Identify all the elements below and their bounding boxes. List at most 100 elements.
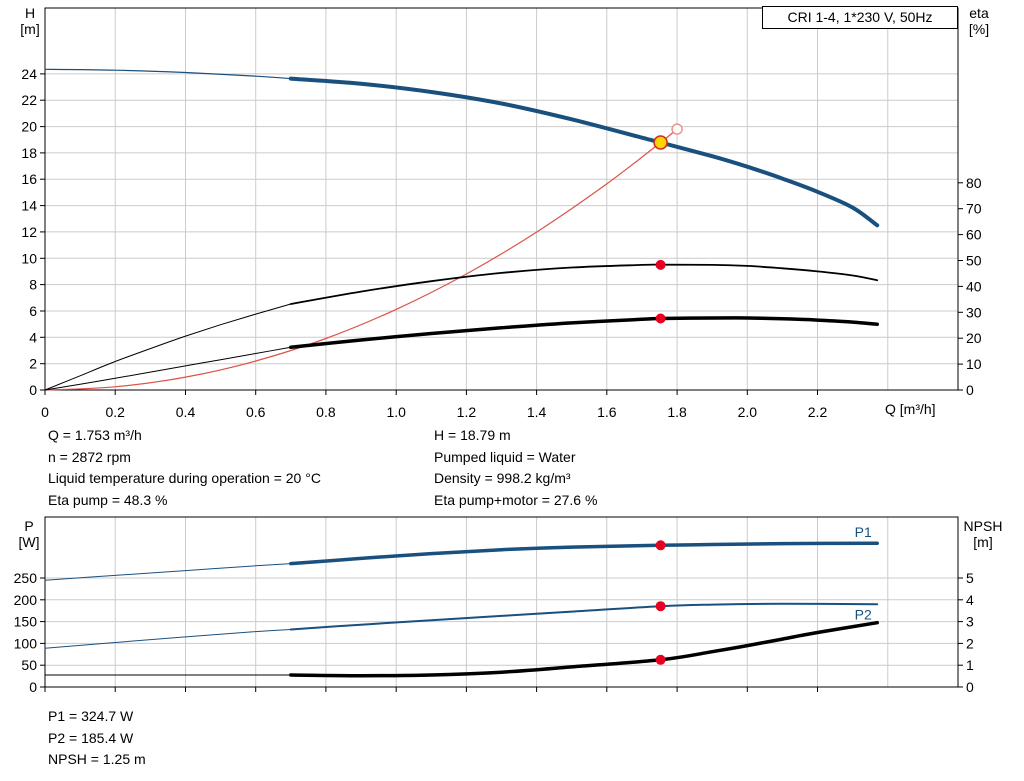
- p-axis-title: P [W]: [14, 518, 44, 550]
- right-tick-label: 80: [966, 175, 982, 191]
- x-tick-label: 0.2: [105, 404, 125, 420]
- plot-frame: [44, 7, 959, 391]
- left-tick-label: 22: [21, 92, 37, 108]
- eta-pump-motor-marker: [655, 313, 666, 324]
- left-tick-label: 24: [21, 66, 37, 82]
- info-line-temperature: Liquid temperature during operation = 20…: [48, 470, 321, 487]
- right-tick-label: 0: [966, 382, 974, 398]
- left-tick-label: 0: [29, 679, 37, 695]
- right-tick-label: 1: [966, 657, 974, 673]
- right-tick-label: 10: [966, 356, 982, 372]
- right-tick-label: 5: [966, 570, 974, 586]
- q-axis-title: Q [m³/h]: [885, 401, 936, 417]
- x-tick-label: 1.6: [597, 404, 617, 420]
- eta-pump-motor-curve-low: [44, 346, 292, 391]
- x-tick-label: 1.8: [667, 404, 687, 420]
- info-line-eta-pump: Eta pump = 48.3 %: [48, 492, 168, 509]
- p1-curve-low: [44, 563, 292, 581]
- left-tick-label: 150: [14, 614, 38, 630]
- p1-curve: [289, 541, 879, 566]
- info-line-h: H = 18.79 m: [434, 427, 511, 443]
- p1-marker: [655, 540, 666, 551]
- left-tick-label: 12: [21, 224, 37, 240]
- left-tick-label: 20: [21, 119, 37, 135]
- x-tick-label: 0.8: [316, 404, 336, 420]
- p2-curve: [289, 602, 879, 631]
- left-tick-label: 6: [29, 303, 37, 319]
- x-tick-label: 0.6: [246, 404, 266, 420]
- eta-axis-title-line1: eta: [969, 5, 989, 21]
- right-tick-label: 0: [966, 679, 974, 695]
- x-tick-label: 0.4: [176, 404, 196, 420]
- right-tick-label: 3: [966, 614, 974, 630]
- info-line-p1: P1 = 324.7 W: [48, 708, 134, 724]
- left-tick-label: 18: [21, 145, 37, 161]
- left-tick-label: 0: [29, 382, 37, 398]
- power-npsh-info: P1 = 324.7 W P2 = 185.4 W NPSH = 1.25 m: [48, 706, 146, 771]
- left-tick-label: 250: [14, 570, 38, 586]
- pump-model-box: CRI 1-4, 1*230 V, 50Hz: [762, 6, 958, 29]
- x-tick-label: 1.0: [386, 404, 406, 420]
- eta-axis-title: eta [%]: [962, 5, 996, 37]
- right-tick-label: 30: [966, 304, 982, 320]
- p-axis-title-line2: [W]: [18, 534, 40, 550]
- right-tick-label: 70: [966, 201, 982, 217]
- right-tick-label: 4: [966, 592, 974, 608]
- qh-eta-chart: 0 0.2 0.4 0.6 0.8 1.0 1.2 1.4 1.6 1.8 2.0 2.2024681…: [21, 7, 982, 420]
- left-tick-label: 4: [29, 329, 37, 345]
- left-tick-label: 16: [21, 171, 37, 187]
- p2-label: P2: [855, 606, 872, 622]
- right-tick-label: 50: [966, 253, 982, 269]
- info-line-eta-pump-motor: Eta pump+motor = 27.6 %: [434, 492, 598, 509]
- left-tick-label: 100: [14, 635, 38, 651]
- left-tick-label: 8: [29, 277, 37, 293]
- duty-point-marker: [653, 135, 668, 150]
- pump-model-text: CRI 1-4, 1*230 V, 50Hz: [787, 9, 933, 25]
- left-tick-label: 200: [14, 592, 38, 608]
- npsh-axis-title-line1: NPSH: [963, 518, 1003, 534]
- info-line-n: n = 2872 rpm: [48, 448, 131, 465]
- h-axis-title-line2: [m]: [20, 21, 40, 37]
- right-tick-label: 2: [966, 635, 974, 651]
- head-open-marker: [671, 123, 683, 135]
- info-line-q: Q = 1.753 m³/h: [48, 427, 142, 443]
- eta-pump-curve-low: [44, 303, 292, 391]
- eta-pump-motor-curve: [289, 316, 879, 350]
- npsh-axis-title-line2: [m]: [973, 534, 993, 550]
- info-line-density: Density = 998.2 kg/m³: [434, 470, 571, 487]
- p-npsh-chart: 0 50 100 150 200 250 0 1 2 3 4 5 P1 P2: [14, 516, 974, 695]
- info-line-npsh: NPSH = 1.25 m: [48, 751, 146, 768]
- right-tick-label: 20: [966, 330, 982, 346]
- plot-frame: [44, 516, 959, 688]
- eta-axis-title-line2: [%]: [968, 21, 990, 37]
- info-line-p2: P2 = 185.4 W: [48, 729, 134, 746]
- eta-pump-marker: [655, 259, 666, 270]
- operating-point-info-left: Q = 1.753 m³/h n = 2872 rpm Liquid tempe…: [48, 425, 321, 512]
- h-axis-title: H [m]: [15, 5, 45, 37]
- head-curve-low: [44, 68, 292, 80]
- x-tick-label: 2.2: [808, 404, 828, 420]
- duty-curve: [44, 128, 678, 391]
- h-axis-title-line1: H: [24, 5, 36, 21]
- npsh-marker: [655, 654, 666, 665]
- left-tick-label: 14: [21, 198, 37, 214]
- x-tick-label: 2.0: [738, 404, 758, 420]
- x-tick-label: 0: [41, 404, 49, 420]
- npsh-curve: [289, 620, 879, 678]
- x-tick-label: 1.4: [527, 404, 547, 420]
- p2-marker: [655, 601, 666, 612]
- left-tick-label: 2: [29, 356, 37, 372]
- p2-curve-low: [44, 629, 292, 649]
- left-tick-label: 50: [21, 657, 37, 673]
- p1-label: P1: [855, 524, 872, 540]
- right-tick-label: 60: [966, 227, 982, 243]
- info-line-liquid: Pumped liquid = Water: [434, 448, 576, 465]
- p-axis-title-line1: P: [24, 518, 34, 534]
- x-tick-label: 1.2: [457, 404, 477, 420]
- right-tick-label: 40: [966, 278, 982, 294]
- operating-point-info-right: H = 18.79 m Pumped liquid = Water Densit…: [434, 425, 597, 512]
- left-tick-label: 10: [21, 250, 37, 266]
- npsh-axis-title: NPSH [m]: [958, 518, 1008, 550]
